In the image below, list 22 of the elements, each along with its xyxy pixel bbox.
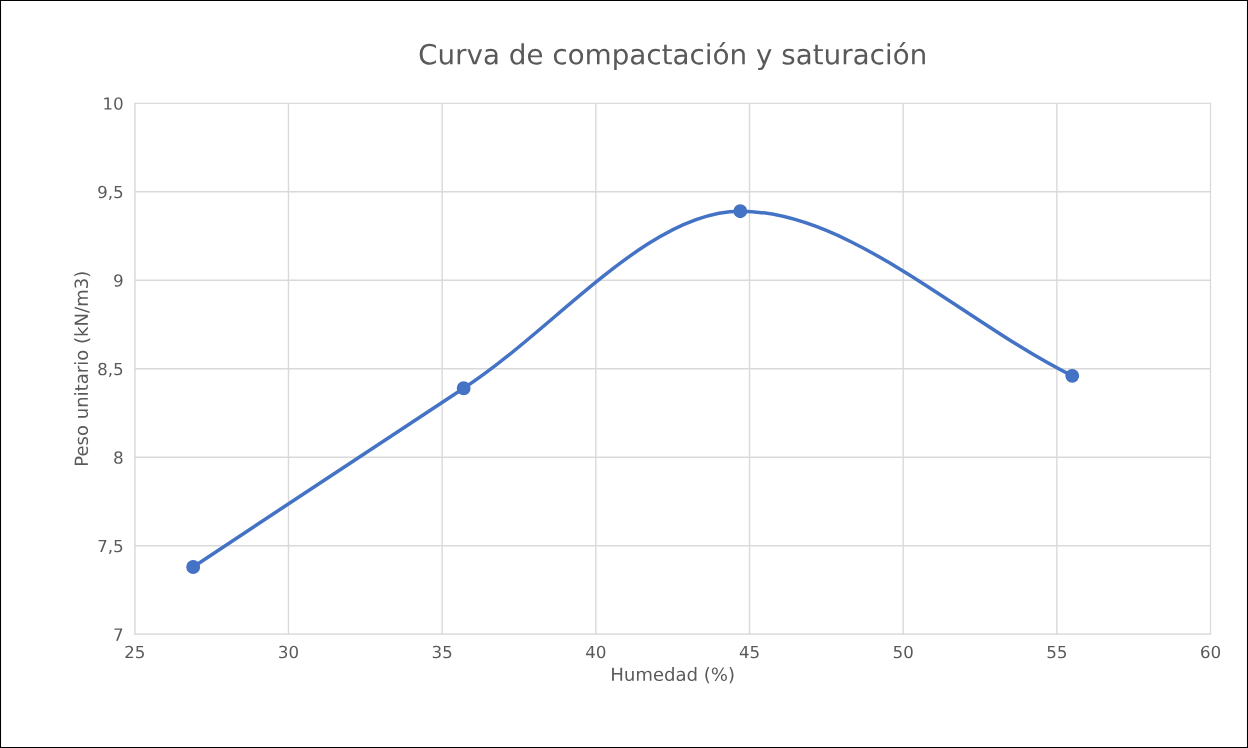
x-tick-label: 45 (739, 645, 759, 659)
y-axis-title: Peso unitario (kN/m3) (74, 272, 91, 465)
y-tick-label: 7,5 (98, 539, 123, 555)
y-tick-label: 10 (104, 97, 123, 110)
x-tick-label: 40 (586, 645, 606, 659)
x-tick-label: 30 (279, 645, 298, 659)
y-tick-label: 8 (114, 451, 123, 464)
x-tick-label: 25 (125, 645, 144, 659)
point (456, 381, 471, 396)
x-tick-label: 60 (1201, 645, 1221, 659)
y-tick-label: 9,5 (98, 185, 123, 201)
point (1065, 368, 1080, 383)
x-tick-label: 55 (1047, 645, 1067, 659)
x-tick-label: 50 (893, 645, 913, 659)
point (186, 560, 201, 574)
x-axis-title: Humedad (%) (612, 667, 734, 684)
chart-title: Curva de compactación y saturación (419, 42, 925, 71)
y-tick-label: 9 (114, 274, 123, 287)
y-tick-label: 8,5 (98, 362, 123, 378)
x-tick-label: 35 (432, 645, 452, 659)
y-tick-label: 7 (114, 628, 123, 641)
point (733, 204, 748, 219)
